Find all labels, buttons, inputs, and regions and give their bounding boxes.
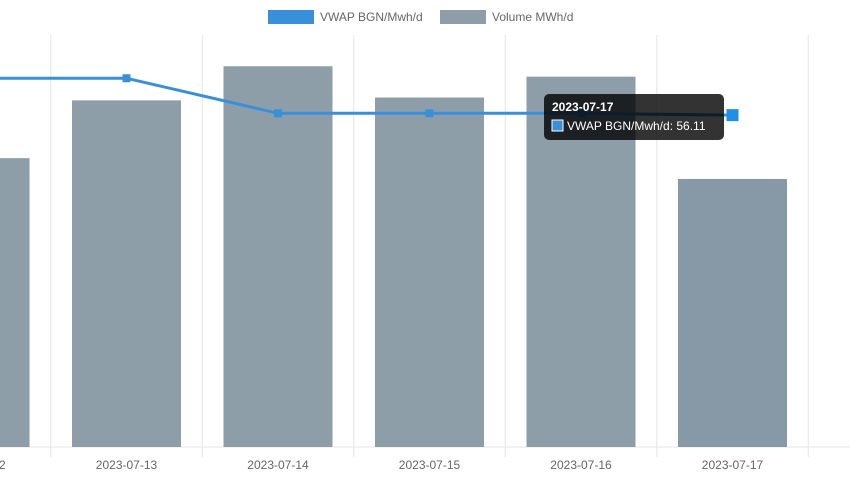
legend: VWAP BGN/Mwh/d Volume MWh/d [268,10,573,24]
vwap-point [122,74,131,83]
x-tick-label: 2023-07-17 [702,458,764,472]
vwap-point [425,109,434,118]
x-axis-ticks: 2023-07-12 2023-07-13 2023-07-14 2023-07-15… [0,458,764,472]
vwap-point [274,109,282,118]
tooltip-body: VWAP BGN/Mwh/d: 56.11 [567,119,706,133]
tooltip-title: 2023-07-17 [552,100,614,114]
tooltip: 2023-07-17 VWAP BGN/Mwh/d: 56.11 [544,94,724,140]
volume-bar [0,158,30,447]
legend-label-volume[interactable]: Volume MWh/d [492,10,573,24]
x-tick-label: 2023-07-16 [550,458,612,472]
volume-bars [0,66,787,448]
legend-swatch-volume[interactable] [440,10,486,24]
volume-bar [223,66,333,447]
x-tick-label: 2023-07-15 [399,458,461,472]
x-tick-label: 2023-07-12 [0,458,6,472]
volume-bar [72,100,181,448]
vwap-point [726,109,739,122]
legend-label-vwap[interactable]: VWAP BGN/Mwh/d [320,10,423,24]
x-tick-label: 2023-07-14 [247,458,309,472]
legend-swatch-vwap[interactable] [268,10,314,24]
volume-bar [678,178,787,448]
tooltip-box [544,94,724,140]
tooltip-color-swatch [551,119,564,132]
volume-bar [375,97,484,447]
x-tick-label: 2023-07-13 [96,458,158,472]
